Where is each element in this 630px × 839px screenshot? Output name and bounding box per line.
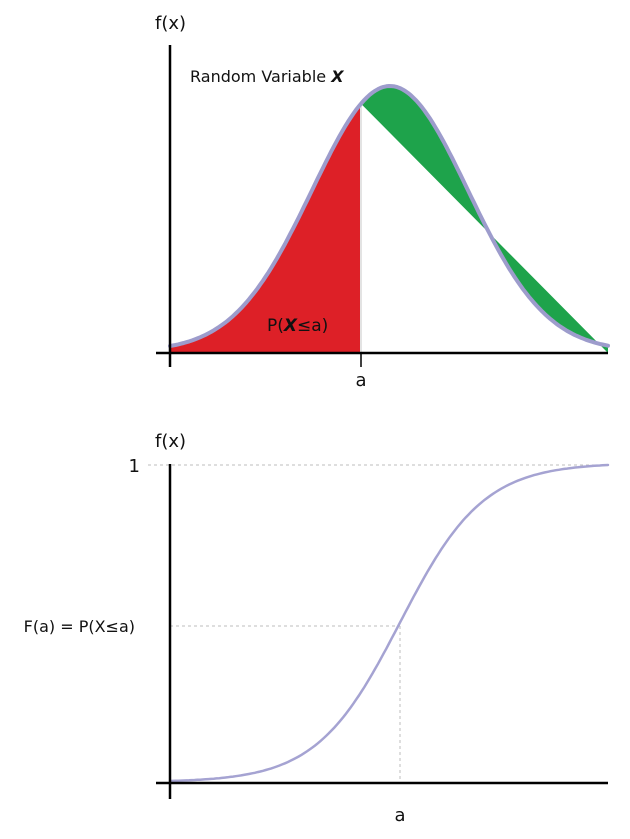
curve-label-var: X: [330, 67, 344, 86]
x-tick-label-a: a: [394, 805, 405, 826]
area-label: P(X≤a): [267, 316, 328, 336]
area-label-suffix: ≤a): [297, 316, 328, 336]
cdf-curve: [168, 463, 610, 783]
cdf-panel: f(x) 1 F(a) = P(X≤a) a: [24, 431, 610, 826]
y-tick-label-one: 1: [129, 456, 140, 477]
pdf-curve: [168, 84, 610, 348]
pdf-panel: f(x) Random Variable X P(X≤a) a: [155, 13, 610, 391]
x-tick-label-a: a: [355, 370, 366, 391]
probability-area-right: [361, 86, 608, 353]
y-axis-label: f(x): [155, 13, 186, 34]
probability-area-left: [170, 103, 361, 353]
curve-label-text: Random Variable: [190, 67, 331, 86]
y-axis-label: f(x): [155, 431, 186, 452]
y-tick-label-fa: F(a) = P(X≤a): [24, 617, 135, 636]
curve-label: Random Variable X: [190, 67, 344, 86]
area-label-prefix: P(: [267, 316, 284, 336]
area-label-var: X: [283, 316, 298, 336]
